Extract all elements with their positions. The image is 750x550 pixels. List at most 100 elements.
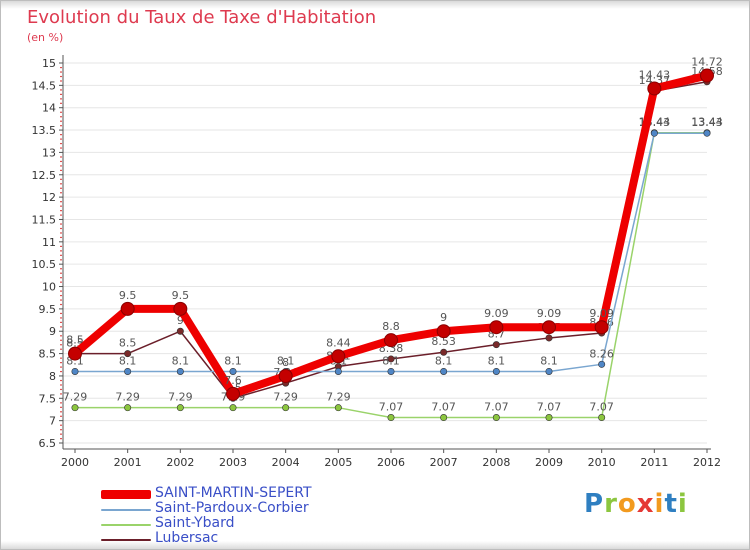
data-label: 9.5: [119, 289, 137, 302]
data-label: 8.1: [172, 354, 190, 367]
y-tick-label: 13.5: [32, 124, 57, 137]
data-point: [120, 301, 135, 316]
y-minor-tick: [60, 120, 62, 122]
y-minor-tick: [60, 102, 62, 104]
data-point: [440, 414, 448, 422]
data-point: [71, 404, 79, 412]
y-minor-tick: [60, 75, 62, 78]
y-tick-label: 14: [42, 102, 56, 115]
data-label: 7.07: [484, 401, 509, 414]
y-minor-tick: [60, 348, 62, 350]
x-tick-label: 2006: [377, 456, 405, 469]
y-minor-tick: [60, 178, 62, 180]
x-tick-label: 2001: [114, 456, 142, 469]
data-point: [173, 301, 188, 316]
y-minor-tick: [60, 379, 62, 382]
data-point: [331, 349, 346, 364]
data-point: [334, 367, 342, 375]
y-minor-tick: [60, 169, 62, 171]
data-label: 8.8: [382, 320, 400, 333]
data-label: 8.53: [431, 335, 456, 348]
x-tick-label: 2007: [430, 456, 458, 469]
y-minor-tick: [60, 321, 62, 323]
y-minor-tick: [60, 187, 62, 189]
y-minor-tick: [60, 335, 62, 337]
y-minor-tick: [60, 312, 62, 315]
data-point: [334, 404, 342, 412]
y-minor-tick: [60, 384, 62, 386]
y-minor-tick: [60, 214, 62, 216]
data-point: [176, 367, 184, 375]
series-saint-martin-sepert: 8.5 9.5 9.5 7.6 8 8.44 8.8 9 9.09 9.09 9.09 14.43 14…: [66, 56, 723, 401]
y-minor-tick: [60, 268, 62, 270]
data-label: 8.44: [326, 336, 351, 349]
legend-swatch: [101, 539, 151, 541]
data-point: [598, 360, 606, 368]
y-tick-label: 12.5: [32, 169, 57, 182]
x-tick-label: 2011: [640, 456, 668, 469]
data-label: 7.07: [431, 401, 456, 414]
y-minor-tick: [60, 362, 62, 364]
data-label: 7.29: [168, 391, 193, 404]
y-minor-tick: [60, 290, 62, 292]
x-tick-label: 2000: [61, 456, 89, 469]
data-label: 8: [282, 356, 289, 369]
y-minor-tick: [60, 411, 62, 413]
brand-letter: i: [677, 489, 688, 519]
data-point: [650, 129, 658, 137]
y-minor-tick: [60, 415, 62, 417]
y-minor-tick: [60, 116, 62, 118]
y-minor-tick: [60, 134, 62, 136]
y-minor-tick: [60, 165, 62, 167]
y-minor-tick: [60, 147, 62, 149]
data-label: 7.29: [326, 391, 351, 404]
data-label: 8.5: [66, 334, 84, 347]
data-label: 7.6: [224, 374, 242, 387]
data-point: [71, 367, 79, 375]
y-minor-tick: [60, 294, 62, 297]
data-point: [278, 368, 293, 383]
legend-swatch: [101, 509, 151, 511]
y-minor-tick: [60, 429, 62, 431]
y-minor-tick: [60, 344, 62, 346]
legend-label: SAINT-MARTIN-SEPERT: [155, 485, 312, 501]
data-label: 7.07: [379, 401, 404, 414]
y-minor-tick: [60, 366, 62, 368]
y-minor-tick: [60, 160, 62, 163]
y-tick-label: 12: [42, 191, 56, 204]
data-label: 7.29: [63, 391, 88, 404]
y-minor-tick: [60, 183, 62, 185]
data-label: 7.07: [537, 401, 562, 414]
data-point: [492, 341, 500, 349]
y-minor-tick: [60, 125, 62, 127]
x-tick-label: 2012: [693, 456, 721, 469]
data-point: [489, 320, 504, 335]
y-minor-tick: [60, 89, 62, 91]
legend-label: Saint-Pardoux-Corbier: [155, 500, 309, 516]
brand-logo: Proxiti: [584, 489, 688, 519]
data-point: [545, 334, 553, 342]
x-tick-label: 2005: [324, 456, 352, 469]
y-minor-tick: [60, 339, 62, 341]
y-minor-tick: [60, 326, 62, 328]
y-minor-tick: [60, 223, 62, 225]
data-point: [436, 324, 451, 339]
y-minor-tick: [60, 317, 62, 319]
data-point: [124, 367, 132, 375]
data-point: [387, 414, 395, 422]
data-label: 13.44: [691, 116, 723, 129]
y-tick-label: 14.5: [32, 79, 57, 92]
data-point: [542, 320, 556, 335]
data-label: 9: [440, 311, 447, 324]
brand-letter: i: [654, 489, 665, 519]
data-label: 8.1: [435, 354, 453, 367]
y-minor-tick: [60, 438, 62, 440]
y-minor-tick: [60, 299, 62, 301]
data-point: [68, 346, 82, 361]
x-tick-label: 2004: [272, 456, 300, 469]
data-label: 8.1: [382, 354, 400, 367]
y-minor-tick: [60, 424, 62, 426]
y-minor-tick: [60, 433, 62, 435]
